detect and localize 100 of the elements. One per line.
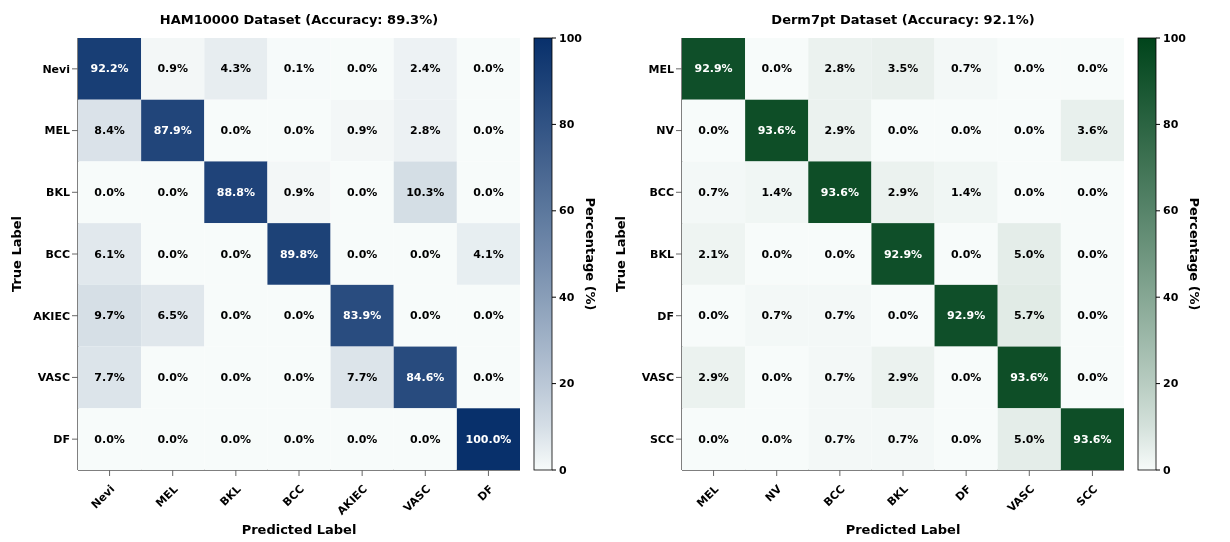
data-label: 0.7% bbox=[698, 185, 729, 199]
color-bar-label: 40 bbox=[1163, 290, 1179, 304]
y-tick-label: MEL bbox=[44, 124, 70, 138]
data-label: 2.9% bbox=[887, 370, 919, 384]
data-label: 10.3% bbox=[406, 185, 445, 199]
y-tick-label: NV bbox=[656, 124, 675, 138]
data-label: 4.3% bbox=[220, 62, 252, 76]
data-label: 0.0% bbox=[887, 124, 919, 138]
data-label: 100.0% bbox=[465, 432, 512, 446]
color-bar-label: 80 bbox=[559, 117, 575, 131]
data-label: 0.0% bbox=[220, 432, 252, 446]
chart-title: HAM10000 Dataset (Accuracy: 89.3%) bbox=[158, 12, 440, 27]
color-bar-label: 0 bbox=[1163, 463, 1171, 477]
y-axis-title: True Label bbox=[612, 215, 628, 293]
data-label: 5.0% bbox=[1014, 432, 1045, 446]
data-label: 92.2% bbox=[90, 62, 129, 76]
data-label: 0.0% bbox=[1077, 185, 1108, 199]
data-label: 0.0% bbox=[157, 247, 188, 261]
data-label: 0.0% bbox=[220, 124, 252, 138]
data-label: 0.0% bbox=[1077, 62, 1108, 76]
data-label: 0.0% bbox=[761, 62, 792, 76]
data-label: 0.0% bbox=[950, 432, 982, 446]
y-tick-label: DF bbox=[53, 433, 70, 447]
y-tick-label: BCC bbox=[45, 247, 70, 261]
data-label: 0.0% bbox=[283, 124, 315, 138]
data-label: 2.1% bbox=[698, 247, 729, 261]
data-label: 93.6% bbox=[757, 124, 796, 138]
color-bar-label: 20 bbox=[559, 377, 575, 391]
data-label: 0.0% bbox=[410, 247, 441, 261]
data-label: 0.0% bbox=[1077, 309, 1108, 323]
data-label: 0.0% bbox=[1077, 370, 1108, 384]
y-tick-label: BKL bbox=[650, 247, 674, 261]
data-label: 0.0% bbox=[1014, 124, 1045, 138]
data-label: 0.0% bbox=[1014, 62, 1045, 76]
data-label: 0.0% bbox=[761, 432, 792, 446]
data-label: 0.0% bbox=[950, 247, 982, 261]
data-label: 84.6% bbox=[406, 370, 445, 384]
data-label: 7.7% bbox=[346, 370, 378, 384]
color-bar-label: 100 bbox=[1163, 31, 1187, 45]
color-bar-label: 40 bbox=[559, 290, 575, 304]
data-label: 0.0% bbox=[94, 432, 125, 446]
data-label: 2.8% bbox=[824, 62, 856, 76]
data-label: 0.0% bbox=[283, 432, 315, 446]
data-label: 0.0% bbox=[1014, 185, 1045, 199]
data-label: 0.0% bbox=[410, 309, 441, 323]
data-label: 0.9% bbox=[283, 185, 315, 199]
data-label: 87.9% bbox=[153, 124, 192, 138]
data-label: 2.9% bbox=[698, 370, 729, 384]
chart-title: Derm7pt Dataset (Accuracy: 92.1%) bbox=[770, 12, 1036, 27]
x-tick-label: NV bbox=[762, 482, 785, 505]
y-tick-label: VASC bbox=[37, 371, 70, 385]
data-label: 7.7% bbox=[94, 370, 125, 384]
data-label: 92.9% bbox=[947, 309, 986, 323]
data-label: 2.9% bbox=[887, 185, 919, 199]
data-label: 1.4% bbox=[761, 185, 792, 199]
data-label: 6.1% bbox=[94, 247, 125, 261]
data-label: 0.0% bbox=[94, 185, 125, 199]
data-label: 0.0% bbox=[473, 370, 504, 384]
data-label: 0.0% bbox=[346, 185, 378, 199]
data-label: 0.7% bbox=[824, 432, 856, 446]
color-bar-label: 0 bbox=[559, 463, 567, 477]
data-label: 8.4% bbox=[94, 124, 125, 138]
data-label: 0.7% bbox=[824, 309, 856, 323]
data-label: 0.0% bbox=[157, 185, 188, 199]
data-label: 88.8% bbox=[216, 185, 255, 199]
data-label: 0.0% bbox=[410, 432, 441, 446]
data-label: 2.8% bbox=[410, 124, 441, 138]
data-label: 0.0% bbox=[157, 370, 188, 384]
data-label: 6.5% bbox=[157, 309, 188, 323]
x-axis-title: Predicted Label bbox=[241, 522, 357, 537]
data-label: 0.0% bbox=[824, 247, 856, 261]
data-label: 0.0% bbox=[473, 62, 504, 76]
y-tick-label: Nevi bbox=[42, 62, 70, 76]
data-label: 0.0% bbox=[220, 370, 252, 384]
data-label: 0.0% bbox=[698, 432, 729, 446]
data-label: 92.9% bbox=[883, 247, 923, 261]
data-label: 3.6% bbox=[1077, 124, 1108, 138]
data-label: 0.0% bbox=[283, 370, 315, 384]
data-label: 2.4% bbox=[410, 62, 441, 76]
data-label: 0.0% bbox=[473, 124, 504, 138]
y-axis-title: True Label bbox=[8, 215, 24, 293]
data-label: 93.6% bbox=[820, 185, 859, 199]
y-tick-label: VASC bbox=[641, 371, 674, 385]
color-bar-label: 80 bbox=[1163, 117, 1179, 131]
y-tick-label: SCC bbox=[649, 433, 674, 447]
data-label: 0.0% bbox=[346, 432, 378, 446]
data-label: 9.7% bbox=[94, 309, 125, 323]
data-label: 0.7% bbox=[761, 309, 792, 323]
y-tick-label: AKIEC bbox=[33, 309, 70, 323]
data-label: 0.0% bbox=[346, 62, 378, 76]
data-label: 0.0% bbox=[283, 309, 315, 323]
data-label: 89.8% bbox=[279, 247, 319, 261]
data-label: 0.1% bbox=[283, 62, 315, 76]
data-label: 0.0% bbox=[1077, 247, 1108, 261]
data-label: 0.0% bbox=[887, 309, 919, 323]
color-bar-label: 60 bbox=[1163, 204, 1179, 218]
data-label: 0.0% bbox=[698, 124, 729, 138]
data-label: 93.6% bbox=[1073, 432, 1112, 446]
y-tick-label: DF bbox=[657, 309, 674, 323]
data-label: 83.9% bbox=[343, 309, 382, 323]
